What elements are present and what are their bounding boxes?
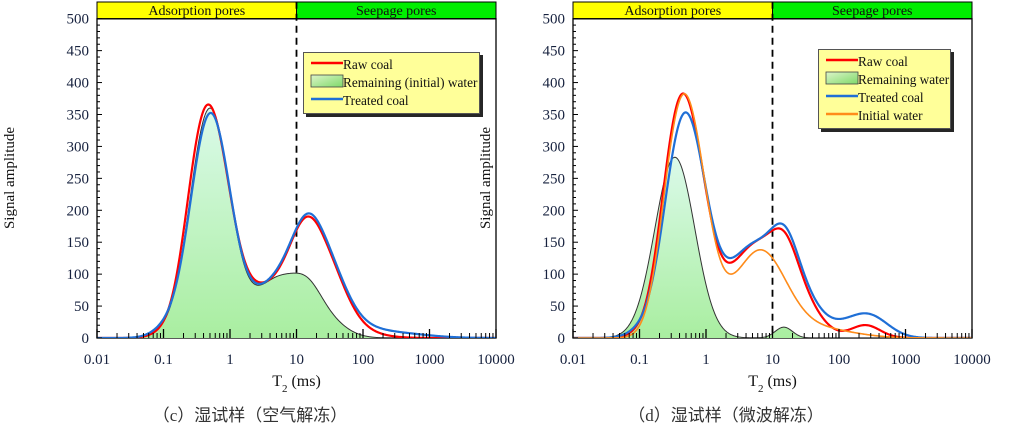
svg-text:T2 (ms): T2 (ms)	[272, 373, 321, 395]
svg-text:300: 300	[67, 139, 90, 155]
svg-text:150: 150	[67, 235, 90, 251]
svg-text:100: 100	[543, 267, 566, 283]
svg-text:Adsorption pores: Adsorption pores	[148, 4, 245, 19]
svg-text:Seepage pores: Seepage pores	[832, 4, 912, 19]
svg-text:10: 10	[765, 352, 780, 368]
svg-text:10: 10	[289, 352, 304, 368]
svg-text:0: 0	[558, 331, 566, 347]
svg-text:1000: 1000	[415, 352, 445, 368]
svg-text:0.01: 0.01	[560, 352, 586, 368]
svg-text:450: 450	[543, 44, 566, 60]
svg-text:0.1: 0.1	[630, 352, 649, 368]
svg-text:1000: 1000	[891, 352, 921, 368]
svg-text:Signal amplitude: Signal amplitude	[2, 127, 18, 229]
svg-text:Signal amplitude: Signal amplitude	[478, 127, 494, 229]
svg-text:10000: 10000	[953, 352, 991, 368]
svg-text:400: 400	[543, 76, 566, 92]
svg-text:Adsorption pores: Adsorption pores	[624, 4, 721, 19]
svg-text:100: 100	[828, 352, 851, 368]
svg-text:500: 500	[543, 12, 566, 28]
svg-text:0.1: 0.1	[154, 352, 173, 368]
svg-text:100: 100	[352, 352, 375, 368]
svg-text:T2 (ms): T2 (ms)	[748, 373, 797, 395]
svg-text:0.01: 0.01	[84, 352, 110, 368]
svg-text:100: 100	[67, 267, 90, 283]
svg-text:1: 1	[702, 352, 710, 368]
svg-text:Seepage pores: Seepage pores	[356, 4, 436, 19]
svg-text:500: 500	[67, 12, 90, 28]
svg-text:250: 250	[543, 171, 566, 187]
svg-text:250: 250	[67, 171, 90, 187]
svg-text:450: 450	[67, 44, 90, 60]
svg-text:50: 50	[550, 299, 565, 315]
svg-text:400: 400	[67, 76, 90, 92]
svg-text:350: 350	[543, 107, 566, 123]
svg-text:0: 0	[82, 331, 90, 347]
svg-text:350: 350	[67, 107, 90, 123]
svg-text:300: 300	[543, 139, 566, 155]
svg-text:150: 150	[543, 235, 566, 251]
svg-text:50: 50	[74, 299, 89, 315]
svg-text:200: 200	[543, 203, 566, 219]
svg-text:1: 1	[226, 352, 234, 368]
svg-text:200: 200	[67, 203, 90, 219]
